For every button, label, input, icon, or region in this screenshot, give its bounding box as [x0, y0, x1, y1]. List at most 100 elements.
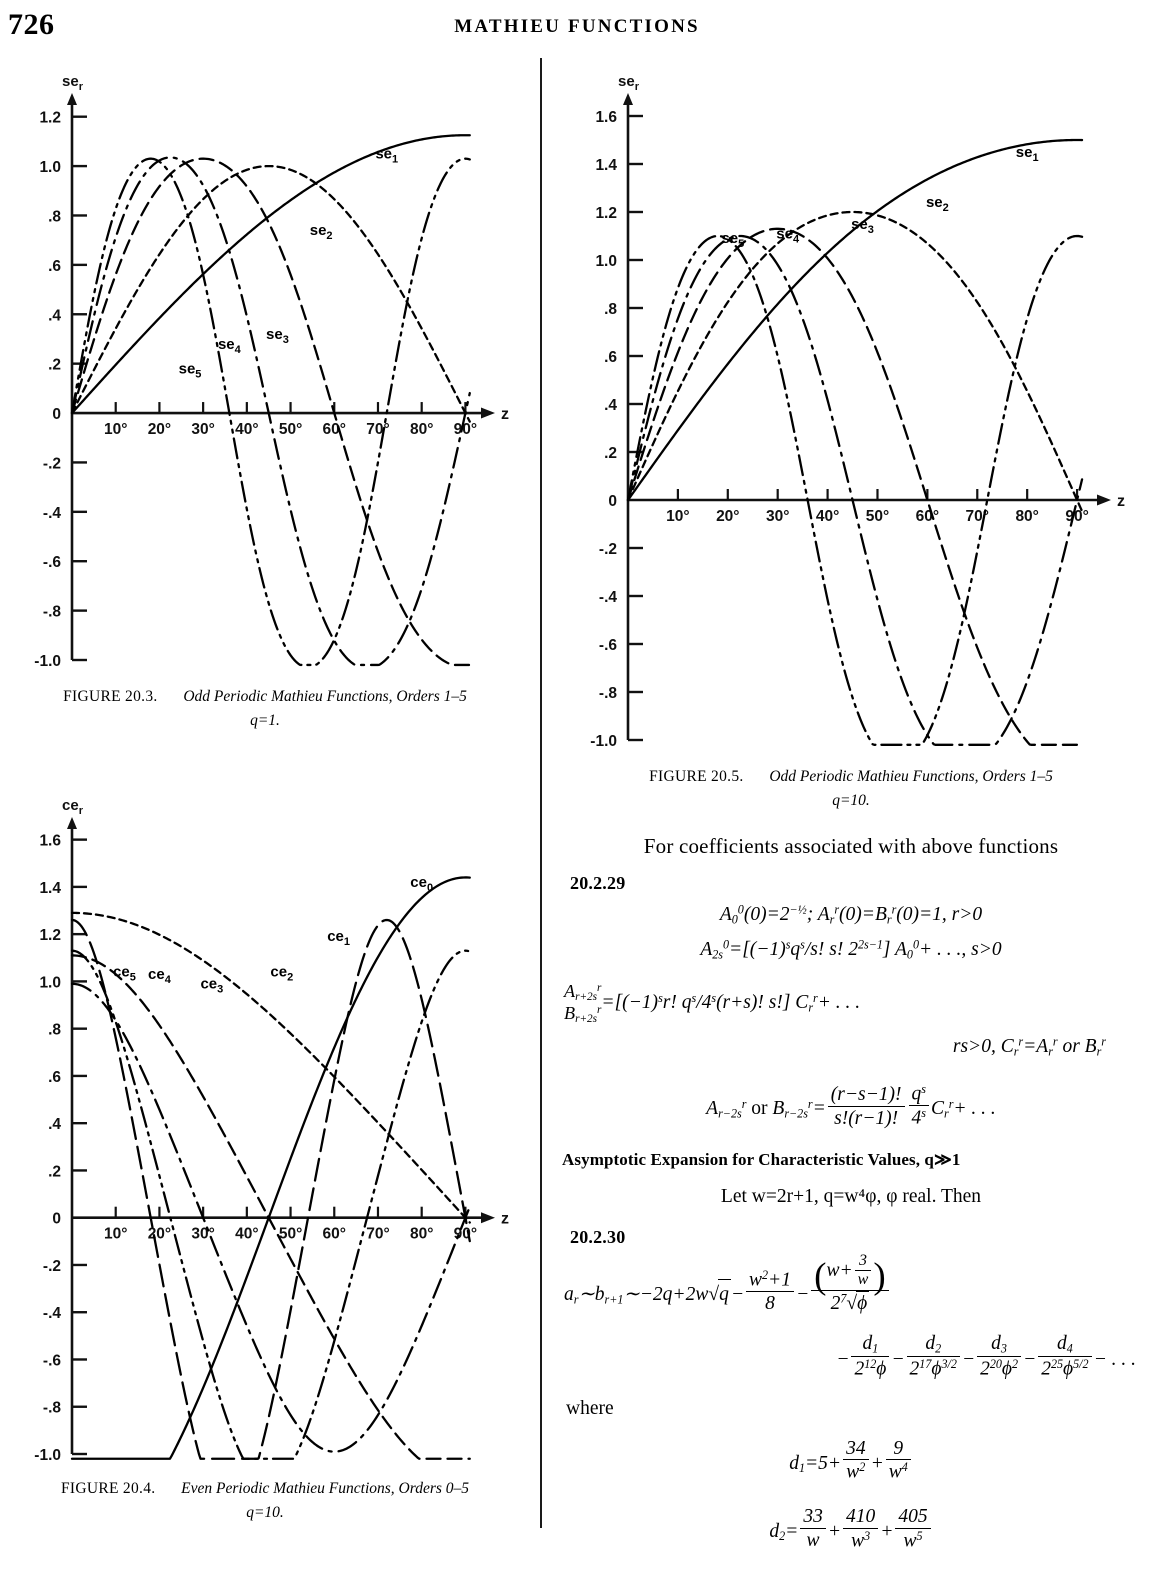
let-w-definition-line: Let w=2r+1, q=w⁴φ, φ real. Then — [720, 1185, 982, 1207]
svg-text:1.2: 1.2 — [595, 205, 617, 222]
curve-label-ce₀: ce0 — [410, 874, 433, 894]
curve-label-se₂: se2 — [310, 222, 333, 242]
right-column-text: For coefficients associated with above f… — [556, 830, 1146, 1558]
svg-text:.8: .8 — [48, 208, 61, 225]
figure-20-4-plot: 10° 20° 30° 40° 50° 60° 70° 80° 90°1.61.41.21.0.… — [34, 797, 509, 1464]
curve-label-se₄: se4 — [776, 225, 800, 245]
page-number: 726 — [8, 8, 55, 41]
svg-text:.4: .4 — [604, 397, 617, 414]
fraction-q-over-4s: qs 4s — [908, 1082, 929, 1129]
equation-20-2-30-line-1: ar∼br+1∼−2q+2w√q − w2+1 8− (w+ 3 w) 27√ϕ — [564, 1252, 1146, 1315]
svg-text:.6: .6 — [48, 258, 61, 275]
svg-text:20°: 20° — [716, 508, 739, 525]
curve-se₃ — [70, 157, 471, 667]
coefficients-lead-text: For coefficients associated with above f… — [643, 834, 1059, 858]
fraction-34-over-w2: 34 w2 — [843, 1438, 869, 1484]
svg-text:-.8: -.8 — [43, 604, 61, 621]
svg-text:70°: 70° — [366, 1226, 389, 1243]
svg-text:40°: 40° — [235, 1226, 258, 1243]
svg-text:0: 0 — [608, 493, 617, 510]
equation-20-2-29-line-2: A2s0=[(−1)sqs/s! s! 22s−1] A00+ . . ., s… — [700, 937, 1002, 962]
svg-text:50°: 50° — [279, 421, 302, 438]
fraction-405-over-w5: 405 w5 — [895, 1506, 931, 1552]
svg-text:-.4: -.4 — [43, 505, 61, 522]
svg-text:40°: 40° — [816, 508, 839, 525]
figure-20-3-title: Odd Periodic Mathieu Functions, Orders 1… — [183, 688, 467, 705]
equation-d2-definition: d2= 33 w +410 w3 +405 w5 — [556, 1506, 1146, 1552]
svg-text:10°: 10° — [666, 508, 689, 525]
figure-20-4-title: Even Periodic Mathieu Functions, Orders … — [181, 1480, 470, 1497]
svg-text:ser: ser — [62, 73, 84, 93]
curve-ce₅ — [70, 918, 471, 1460]
svg-text:.8: .8 — [48, 1022, 61, 1039]
running-head: MATHIEU FUNCTIONS — [454, 16, 700, 37]
svg-text:z: z — [501, 406, 509, 423]
svg-text:-.4: -.4 — [599, 589, 617, 606]
svg-text:0: 0 — [52, 1211, 61, 1228]
svg-text:.2: .2 — [48, 357, 61, 374]
curve-se₂ — [70, 164, 471, 423]
figure-20-5: 10° 20° 30° 40° 50° 60° 70° 80° 90° 1.6 1.4 1.2 1.0.… — [556, 58, 1146, 813]
figure-20-4-caption: FIGURE 20.4. Even Periodic Mathieu Funct… — [0, 1478, 530, 1525]
figure-20-3-caption: FIGURE 20.3. Odd Periodic Mathieu Functi… — [0, 686, 530, 733]
fraction-factorials: (r−s−1)! s!(r−1)! — [827, 1084, 905, 1130]
svg-text:.4: .4 — [48, 307, 61, 324]
fraction-33-over-w: 33 w — [800, 1506, 826, 1552]
figure-20-5-caption: FIGURE 20.5. Odd Periodic Mathieu Functi… — [556, 766, 1146, 813]
figure-20-4-param: q=10. — [246, 1504, 284, 1522]
curve-label-se₃: se3 — [266, 326, 289, 346]
equation-d1-definition: d1=5+ 34 w2 +9 w4 — [556, 1438, 1146, 1484]
svg-text:1.2: 1.2 — [39, 110, 61, 127]
svg-text:10°: 10° — [104, 421, 127, 438]
curve-se₅ — [626, 234, 1084, 746]
svg-text:-.8: -.8 — [599, 685, 617, 702]
svg-text:.6: .6 — [48, 1069, 61, 1086]
svg-text:50°: 50° — [866, 508, 889, 525]
svg-text:10°: 10° — [104, 1226, 127, 1243]
curve-label-se₅: se5 — [179, 361, 202, 381]
svg-text:60°: 60° — [916, 508, 939, 525]
curve-ce₁ — [70, 911, 471, 1224]
curve-se₁ — [626, 138, 1084, 502]
svg-text:0: 0 — [52, 406, 61, 423]
svg-text:20°: 20° — [148, 1226, 171, 1243]
where-word: where — [566, 1398, 614, 1420]
curve-label-se₁: se1 — [375, 146, 398, 166]
svg-text:1.6: 1.6 — [39, 833, 61, 850]
fraction-d2: d2 217ϕ3/2 — [906, 1333, 960, 1380]
figure-20-4: 10° 20° 30° 40° 50° 60° 70° 80° 90° 1.6 1.4 1.2 1.0.… — [0, 782, 530, 1525]
asymptotic-expansion-heading: Asymptotic Expansion for Characteristic … — [562, 1149, 961, 1169]
svg-text:-.8: -.8 — [43, 1400, 61, 1417]
svg-text:-1.0: -1.0 — [590, 733, 617, 750]
fraction-410-over-w3: 410 w3 — [842, 1506, 879, 1552]
curve-label-se₁: se1 — [1016, 144, 1039, 164]
figure-20-3: 10° 20° 30° 40° 50° 60° 70° 80° 90° 1.2 1.0 .8 .6 .4.… — [0, 58, 530, 733]
curve-ce₂ — [70, 954, 471, 1460]
fraction-d4: d4 225ϕ5/2 — [1038, 1333, 1092, 1380]
a-b-subscript-stack: Ar+2sr Br+2sr — [564, 980, 602, 1026]
equation-number-20-2-30: 20.2.30 — [570, 1226, 626, 1247]
figure-20-3-plot: 10° 20° 30° 40° 50° 60° 70° 80° 90° 1.2 1.0 .8 .6 .4.… — [34, 73, 509, 670]
svg-text:-.6: -.6 — [43, 1352, 61, 1369]
curve-se₄ — [626, 234, 1084, 746]
curve-label-ce₃: ce3 — [200, 975, 223, 995]
svg-text:.8: .8 — [604, 301, 617, 318]
figure-20-3-param: q=1. — [250, 712, 280, 730]
svg-text:cer: cer — [62, 797, 84, 817]
figure-20-4-number: FIGURE 20.4. — [60, 1480, 156, 1497]
svg-text:-.6: -.6 — [43, 554, 61, 571]
figure-20-5-plot: 10° 20° 30° 40° 50° 60° 70° 80° 90°1.61.41.21.0.… — [590, 73, 1125, 750]
figure-20-5-param: q=10. — [832, 792, 870, 810]
curve-se₄ — [70, 156, 471, 667]
svg-text:80°: 80° — [1015, 508, 1038, 525]
svg-text:-.6: -.6 — [599, 637, 617, 654]
svg-text:.2: .2 — [48, 1163, 61, 1180]
column-divider-rule — [540, 58, 542, 1528]
svg-text:30°: 30° — [766, 508, 789, 525]
curve-label-ce₄: ce4 — [148, 966, 172, 986]
svg-text:1.6: 1.6 — [595, 109, 617, 126]
svg-text:80°: 80° — [410, 421, 433, 438]
curve-ce₄ — [70, 949, 471, 1460]
equation-number-20-2-29: 20.2.29 — [570, 873, 626, 893]
